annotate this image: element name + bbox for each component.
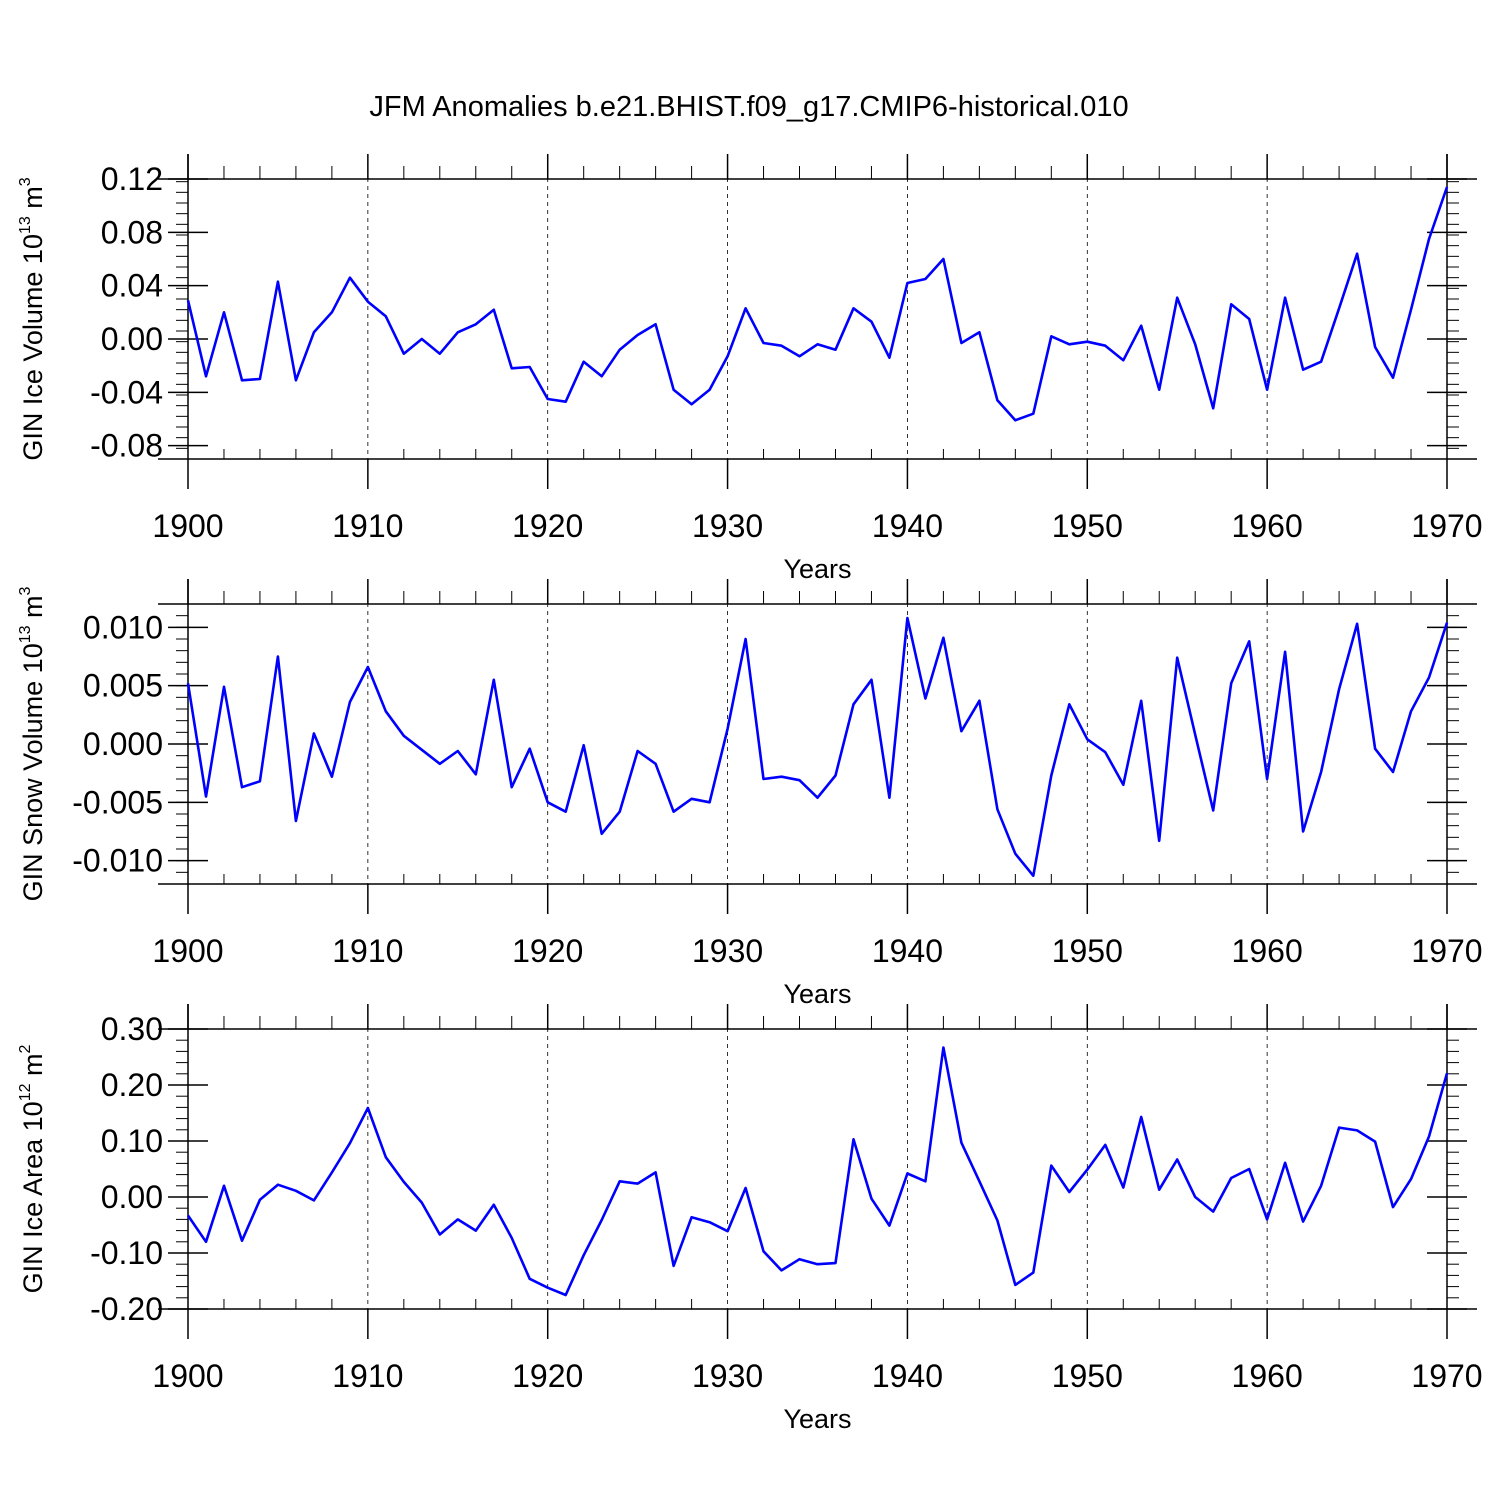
x-axis-label: Years: [783, 554, 851, 584]
y-axis-label-unit: m: [18, 186, 48, 216]
x-axis-label: Years: [783, 1404, 851, 1434]
x-tick-label: 1930: [692, 933, 763, 969]
x-tick-label: 1950: [1052, 1358, 1123, 1394]
x-tick-label: 1950: [1052, 933, 1123, 969]
y-tick-label: -0.08: [90, 428, 163, 464]
series-line: [186, 186, 1449, 422]
x-axis-label: Years: [783, 979, 851, 1009]
x-tick-label: 1940: [872, 1358, 943, 1394]
y-tick-label: -0.010: [72, 843, 163, 879]
y-tick-label: 0.20: [101, 1067, 163, 1103]
x-tick-label: 1900: [152, 508, 223, 544]
y-axis-label-exponent: 12: [17, 1083, 34, 1101]
y-tick-label: 0.000: [83, 726, 163, 762]
y-tick-label: -0.005: [72, 784, 163, 820]
x-tick-label: 1910: [332, 1358, 403, 1394]
x-tick-label: 1920: [512, 508, 583, 544]
y-tick-label: 0.04: [101, 268, 163, 304]
panel-ice-area: 1900 1910 1920 1930 1940 1950 1960 1970 Years -0.…: [17, 1004, 1483, 1434]
x-tick-label: 1930: [692, 508, 763, 544]
y-axis-label-exponent: 13: [17, 625, 34, 643]
x-tick-label: 1940: [872, 933, 943, 969]
x-tick-label: 1950: [1052, 508, 1123, 544]
panel-snow-volume: 1900 1910 1920 1930 1940 1950 1960 1970 Years -0.…: [17, 579, 1483, 1009]
y-axis-label: GIN Ice Area 1012 m2: [17, 1045, 48, 1294]
x-tick-label: 1900: [152, 1358, 223, 1394]
y-tick-label: 0.00: [101, 1179, 163, 1215]
y-axis-label-unit-exponent: 3: [17, 586, 34, 595]
x-tick-label: 1930: [692, 1358, 763, 1394]
series-line: [186, 616, 1449, 878]
y-tick-label: 0.005: [83, 668, 163, 704]
x-tick-label: 1960: [1232, 508, 1303, 544]
x-tick-label: 1940: [872, 508, 943, 544]
y-tick-label: 0.08: [101, 214, 163, 250]
y-axis-label-unit: m: [18, 595, 48, 625]
y-tick-label: -0.20: [90, 1291, 163, 1327]
x-tick-label: 1960: [1232, 1358, 1303, 1394]
x-tick-label: 1970: [1411, 508, 1482, 544]
x-tick-label: 1960: [1232, 933, 1303, 969]
y-axis-label-unit: m: [18, 1054, 48, 1084]
y-tick-label: -0.04: [90, 374, 163, 410]
x-tick-label: 1910: [332, 933, 403, 969]
y-tick-label: 0.10: [101, 1123, 163, 1159]
y-tick-label: 0.30: [101, 1011, 163, 1047]
series-line: [186, 1046, 1449, 1297]
y-axis-label-text: GIN Ice Volume 10: [18, 234, 48, 461]
x-tick-label: 1920: [512, 1358, 583, 1394]
y-axis-label-unit-exponent: 3: [17, 177, 34, 186]
y-axis-label-exponent: 13: [17, 216, 34, 234]
x-tick-label: 1900: [152, 933, 223, 969]
x-tick-label: 1970: [1411, 1358, 1482, 1394]
y-axis-label-text: GIN Snow Volume 10: [18, 643, 48, 901]
y-axis-label-text: GIN Ice Area 10: [18, 1101, 48, 1293]
x-tick-label: 1970: [1411, 933, 1482, 969]
y-tick-label: 0.00: [101, 321, 163, 357]
y-axis-label: GIN Ice Volume 1013 m3: [17, 177, 48, 460]
panel-ice-volume: 1900 1910 1920 1930 1940 1950 1960 1970 Years -0.…: [17, 154, 1483, 584]
y-tick-label: -0.10: [90, 1235, 163, 1271]
y-axis-label: GIN Snow Volume 1013 m3: [17, 586, 48, 901]
y-tick-label: 0.010: [83, 609, 163, 645]
x-tick-label: 1910: [332, 508, 403, 544]
x-tick-label: 1920: [512, 933, 583, 969]
y-axis-label-unit-exponent: 2: [17, 1045, 34, 1054]
figure-title: JFM Anomalies b.e21.BHIST.f09_g17.CMIP6-…: [369, 91, 1128, 123]
y-tick-label: 0.12: [101, 161, 163, 197]
